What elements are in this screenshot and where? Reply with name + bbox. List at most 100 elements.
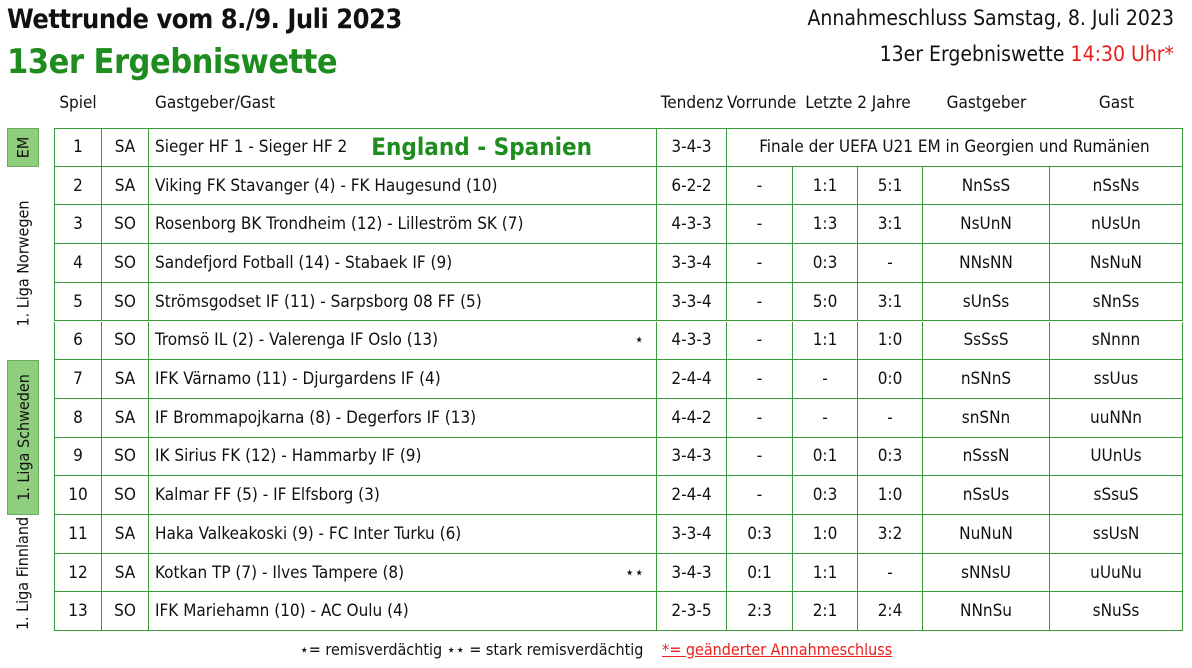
cell-home: sUnSs: [923, 282, 1050, 322]
match-teams: IFK Mariehamn (10) - AC Oulu (4): [155, 601, 409, 622]
cell-away: NsNuN: [1050, 244, 1183, 283]
cell-away: nSsNs: [1050, 166, 1183, 206]
match-teams: IK Sirius FK (12) - Hammarby IF (9): [155, 446, 422, 467]
table-row: 1 SA Sieger HF 1 - Sieger HF 2 England - Sp…: [54, 128, 1183, 167]
cell-match: Rosenborg BK Trondheim (12) - Lilleström…: [149, 205, 657, 245]
cell-nr: 13: [54, 592, 102, 632]
cell-vorrunde: -: [727, 205, 793, 245]
cell-match: IK Sirius FK (12) - Hammarby IF (9): [149, 437, 657, 477]
cell-l1: -: [793, 398, 858, 438]
cell-match: IFK Mariehamn (10) - AC Oulu (4): [149, 592, 657, 632]
cell-tendenz: 2-3-5: [657, 592, 727, 632]
match-teams: Tromsö IL (2) - Valerenga IF Oslo (13): [155, 330, 439, 351]
cell-l1: 1:1: [793, 321, 858, 361]
cell-l2: 3:1: [858, 282, 923, 322]
draw-mark: ⋆⋆: [624, 562, 644, 583]
cell-match: Tromsö IL (2) - Valerenga IF Oslo (13) ⋆: [149, 321, 657, 361]
match-teams: Rosenborg BK Trondheim (12) - Lilleström…: [155, 214, 524, 235]
match-teams: Kalmar FF (5) - IF Elfsborg (3): [155, 485, 380, 506]
draw-mark: ⋆: [634, 330, 644, 351]
table-row: 9 SO IK Sirius FK (12) - Hammarby IF (9) 3-…: [54, 437, 1183, 477]
cell-nr: 10: [54, 476, 102, 515]
col-header-tendenz: Tendenz: [660, 93, 724, 113]
cell-l2: 2:4: [858, 592, 923, 632]
cell-l2: 0:3: [858, 437, 923, 477]
col-header-match: Gastgeber/Gast: [155, 93, 276, 113]
deadline-line: Annahmeschluss Samstag, 8. Juli 2023: [807, 6, 1174, 30]
cell-l1: 1:1: [793, 553, 858, 593]
cell-l2: 3:2: [858, 515, 923, 554]
cell-l1: 2:1: [793, 592, 858, 632]
cell-tendenz: 4-3-3: [657, 321, 727, 361]
cell-vorrunde: -: [727, 476, 793, 515]
cell-day: SO: [102, 205, 149, 245]
match-teams: Haka Valkeakoski (9) - FC Inter Turku (6…: [155, 523, 462, 544]
cell-home: NNnSu: [923, 592, 1050, 632]
cell-home: NnSsS: [923, 166, 1050, 206]
cell-home: NuNuN: [923, 515, 1050, 554]
cell-vorrunde: -: [727, 282, 793, 322]
cell-day: SA: [102, 128, 149, 167]
cell-vorrunde: -: [727, 398, 793, 438]
cell-l2: -: [858, 398, 923, 438]
cell-tendenz: 2-4-4: [657, 360, 727, 399]
cell-vorrunde: -: [727, 437, 793, 477]
cell-nr: 8: [54, 398, 102, 438]
cell-match: IFK Värnamo (11) - Djurgardens IF (4): [149, 360, 657, 399]
cell-day: SO: [102, 592, 149, 632]
cell-tendenz: 3-3-4: [657, 244, 727, 283]
table-row: 10 SO Kalmar FF (5) - IF Elfsborg (3) 2-4-4…: [54, 476, 1183, 515]
col-header-gastgeber: Gastgeber: [946, 93, 1027, 113]
cell-match: Sieger HF 1 - Sieger HF 2 England - Spani…: [149, 128, 657, 167]
col-header-vorrunde: Vorrunde: [727, 93, 797, 113]
table-row: 4 SO Sandefjord Fotball (14) - Stabaek IF …: [54, 244, 1183, 283]
match-teams: IF Brommapojkarna (8) - Degerfors IF (13…: [155, 407, 477, 428]
cell-vorrunde: -: [727, 321, 793, 361]
cell-away: uUuNu: [1050, 553, 1183, 593]
cell-note: Finale der UEFA U21 EM in Georgien und R…: [727, 128, 1183, 167]
cell-l1: 1:1: [793, 166, 858, 206]
match-teams: Kotkan TP (7) - Ilves Tampere (8): [155, 562, 405, 583]
cell-day: SA: [102, 166, 149, 206]
cell-match: Viking FK Stavanger (4) - FK Haugesund (…: [149, 166, 657, 206]
cell-nr: 7: [54, 360, 102, 399]
col-header-spiel: Spiel: [59, 93, 97, 113]
cell-l1: 0:3: [793, 476, 858, 515]
cell-nr: 12: [54, 553, 102, 593]
cell-nr: 1: [54, 128, 102, 167]
table-row: 13 SO IFK Mariehamn (10) - AC Oulu (4) 2-3-…: [54, 592, 1183, 632]
deadline-time-line: 13er Ergebniswette 14:30 Uhr*: [880, 42, 1174, 66]
cell-l2: 5:1: [858, 166, 923, 206]
cell-tendenz: 3-3-4: [657, 515, 727, 554]
cell-home: sNNsU: [923, 553, 1050, 593]
cell-vorrunde: 2:3: [727, 592, 793, 632]
cell-tendenz: 3-3-4: [657, 282, 727, 322]
bet-type-title: 13er Ergebniswette: [7, 42, 338, 82]
cell-home: SsSsS: [923, 321, 1050, 361]
cell-away: ssUus: [1050, 360, 1183, 399]
cell-home: NNsNN: [923, 244, 1050, 283]
league-label-text: 1. Liga Schweden: [13, 374, 33, 501]
cell-vorrunde: 0:1: [727, 553, 793, 593]
cell-l1: 0:3: [793, 244, 858, 283]
cell-nr: 5: [54, 282, 102, 322]
cell-day: SA: [102, 515, 149, 554]
table-row: 3 SO Rosenborg BK Trondheim (12) - Lillest…: [54, 205, 1183, 245]
col-header-letzte: Letzte 2 Jahre: [805, 93, 911, 113]
cell-nr: 6: [54, 321, 102, 361]
deadline-time: 14:30 Uhr*: [1070, 42, 1174, 66]
cell-home: nSssN: [923, 437, 1050, 477]
cell-l2: 0:0: [858, 360, 923, 399]
table-row: 6 SO Tromsö IL (2) - Valerenga IF Oslo (13…: [54, 321, 1183, 361]
cell-tendenz: 3-4-3: [657, 553, 727, 593]
cell-day: SA: [102, 553, 149, 593]
legend-stars: ⋆= remisverdächtig ⋆⋆ = stark remisverdä…: [299, 640, 644, 659]
legend-changed-deadline: *= geänderter Annahmeschluss: [662, 640, 893, 659]
cell-day: SO: [102, 244, 149, 283]
col-header-gast: Gast: [1098, 93, 1135, 113]
match-teams: IFK Värnamo (11) - Djurgardens IF (4): [155, 369, 441, 390]
cell-away: ssUsN: [1050, 515, 1183, 554]
league-label: 1. Liga Schweden: [7, 360, 39, 515]
match-teams: Viking FK Stavanger (4) - FK Haugesund (…: [155, 175, 498, 196]
legend: ⋆= remisverdächtig ⋆⋆ = stark remisverdä…: [0, 640, 1192, 659]
